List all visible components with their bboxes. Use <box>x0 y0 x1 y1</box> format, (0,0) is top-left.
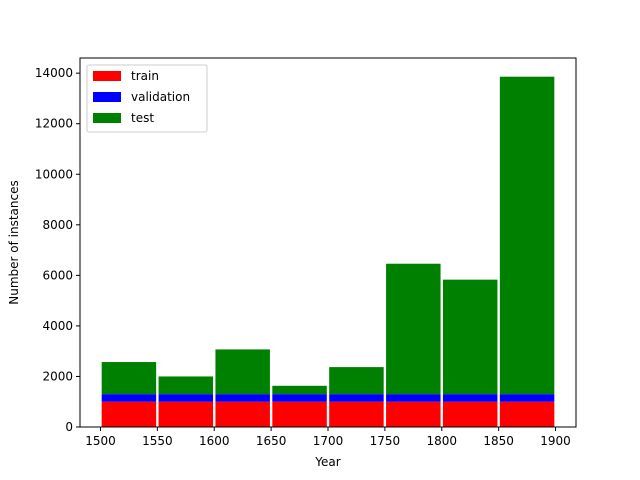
x-tick-label: 1800 <box>426 434 457 448</box>
bar-validation-1500-1550 <box>101 394 157 402</box>
x-tick-label: 1850 <box>483 434 514 448</box>
x-tick-label: 1700 <box>313 434 344 448</box>
bar-validation-1600-1650 <box>215 394 270 402</box>
y-axis-label: Number of instances <box>7 180 21 305</box>
y-tick-label: 4000 <box>42 319 73 333</box>
y-tick-label: 2000 <box>42 369 73 383</box>
x-tick-label: 1600 <box>199 434 230 448</box>
bar-train-1500-1550 <box>101 401 157 427</box>
y-tick-label: 10000 <box>35 167 73 181</box>
x-tick-label: 1550 <box>142 434 173 448</box>
bar-validation-1800-1850 <box>442 394 498 402</box>
y-tick-label: 14000 <box>35 66 73 80</box>
x-ticks-group: 1500 1550 1600 1650 1700 1750 1800 1850 1900 <box>85 427 571 448</box>
bar-validation-1850-1900 <box>499 394 555 402</box>
legend-swatch-train <box>93 71 121 81</box>
legend-label-train: train <box>131 69 159 83</box>
bar-validation-1700-1750 <box>329 394 384 402</box>
bar-train-1550-1600 <box>158 401 214 427</box>
bar-test-1550-1600 <box>158 376 214 395</box>
bar-train-1700-1750 <box>329 401 384 427</box>
y-tick-label: 8000 <box>42 218 73 232</box>
bar-train-1850-1900 <box>499 401 555 427</box>
bar-train-1600-1650 <box>215 401 270 427</box>
y-ticks-group: 0 2000 4000 6000 8000 10000 12000 14000 <box>35 66 80 434</box>
bar-validation-1650-1700 <box>272 394 327 402</box>
y-tick-label: 6000 <box>42 268 73 282</box>
bar-train-1650-1700 <box>272 401 327 427</box>
bar-test-1700-1750 <box>329 367 384 395</box>
bar-test-1850-1900 <box>499 76 555 395</box>
bar-test-1500-1550 <box>101 362 157 395</box>
bar-train-1750-1800 <box>386 401 441 427</box>
bar-validation-1750-1800 <box>386 394 441 402</box>
bar-test-1800-1850 <box>442 279 498 395</box>
bars-group <box>101 76 555 427</box>
bar-train-1800-1850 <box>442 401 498 427</box>
x-tick-label: 1650 <box>256 434 287 448</box>
x-axis-label: Year <box>314 455 340 469</box>
y-tick-label: 12000 <box>35 117 73 131</box>
bar-test-1650-1700 <box>272 385 327 395</box>
legend-swatch-validation <box>93 92 121 102</box>
legend-swatch-test <box>93 113 121 123</box>
x-tick-label: 1750 <box>370 434 401 448</box>
bar-validation-1550-1600 <box>158 394 214 402</box>
x-tick-label: 1900 <box>540 434 571 448</box>
legend-label-validation: validation <box>131 90 190 104</box>
y-tick-label: 0 <box>65 420 73 434</box>
legend: train validation test <box>86 64 208 133</box>
x-tick-label: 1500 <box>85 434 116 448</box>
legend-label-test: test <box>131 111 154 125</box>
bar-test-1750-1800 <box>386 263 441 395</box>
bar-test-1600-1650 <box>215 349 270 395</box>
